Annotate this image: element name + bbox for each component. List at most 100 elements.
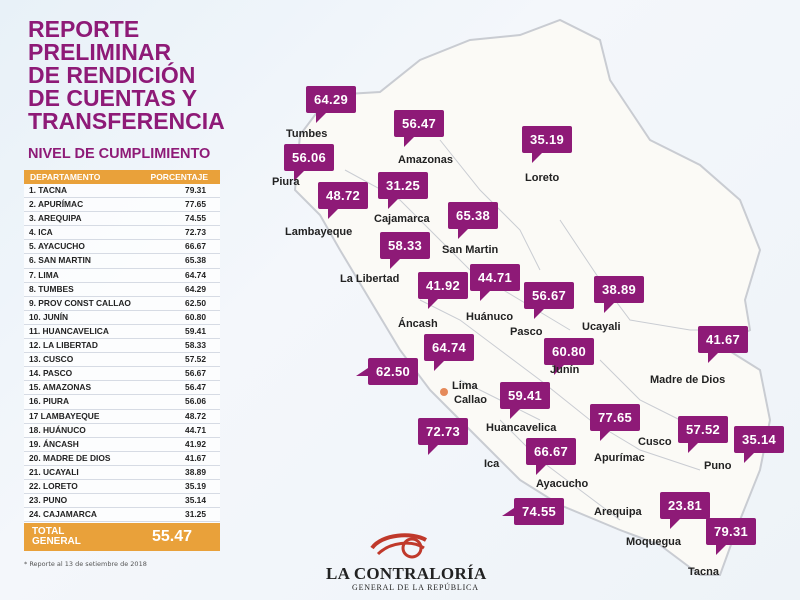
map-region-label: Ayacucho bbox=[536, 478, 589, 490]
map-value-bubble: 56.67 bbox=[524, 282, 575, 319]
row-percentage: 31.25 bbox=[185, 509, 206, 520]
table-row: 21. UCAYALI 38.89 bbox=[24, 465, 220, 480]
callao-marker bbox=[440, 388, 448, 396]
table-row: 15. AMAZONAS 56.47 bbox=[24, 381, 220, 396]
map-region-label: Ica bbox=[484, 458, 500, 470]
map-region-label: Junín bbox=[550, 364, 580, 376]
row-percentage: 62.50 bbox=[185, 297, 206, 308]
map-region-label: Huancavelica bbox=[486, 422, 557, 434]
total-general: TOTAL GENERAL 55.47 bbox=[24, 523, 220, 551]
row-department: 6. SAN MARTIN bbox=[29, 255, 91, 266]
row-percentage: 74.55 bbox=[185, 213, 206, 224]
row-department: 24. CAJAMARCA bbox=[29, 509, 97, 520]
table-row: 18. HUÁNUCO 44.71 bbox=[24, 423, 220, 438]
row-department: 13. CUSCO bbox=[29, 354, 74, 365]
table-row: 2. APURÍMAC 77.65 bbox=[24, 198, 220, 213]
row-percentage: 65.38 bbox=[185, 255, 206, 266]
map-value-bubble: 58.33 bbox=[380, 232, 431, 269]
map-value-bubble: 64.29 bbox=[306, 86, 357, 123]
row-department: 22. LORETO bbox=[29, 480, 78, 491]
table-row: 3. AREQUIPA 74.55 bbox=[24, 212, 220, 227]
table-row: 8. TUMBES 64.29 bbox=[24, 282, 220, 297]
map-value-bubble: 77.65 bbox=[590, 404, 641, 441]
map-region-label: Tumbes bbox=[286, 128, 328, 140]
row-department: 10. JUNÍN bbox=[29, 311, 69, 322]
map-region-label: Loreto bbox=[525, 172, 560, 184]
table-row: 23. PUNO 35.14 bbox=[24, 494, 220, 509]
map-region-label: Huánuco bbox=[466, 311, 514, 323]
map-value-bubble: 59.41 bbox=[500, 382, 551, 419]
map-region-label: Pasco bbox=[510, 326, 543, 338]
row-percentage: 72.73 bbox=[185, 227, 206, 238]
row-department: 9. PROV CONST CALLAO bbox=[29, 297, 131, 308]
map-value-bubble: 35.19 bbox=[522, 126, 573, 163]
row-percentage: 38.89 bbox=[185, 466, 206, 477]
row-percentage: 35.14 bbox=[185, 495, 206, 506]
map-region-label: Moquegua bbox=[626, 536, 681, 548]
row-department: 8. TUMBES bbox=[29, 283, 74, 294]
row-percentage: 60.80 bbox=[185, 311, 206, 322]
map-region-label: Arequipa bbox=[594, 506, 642, 518]
map-value-bubble: 48.72 bbox=[318, 182, 369, 219]
row-department: 12. LA LIBERTAD bbox=[29, 340, 98, 351]
row-department: 16. PIURA bbox=[29, 396, 70, 407]
row-department: 23. PUNO bbox=[29, 495, 68, 506]
table-row: 17 LAMBAYEQUE 48.72 bbox=[24, 409, 220, 424]
row-department: 20. MADRE DE DIOS bbox=[29, 452, 111, 463]
map-value-bubble: 23.81 bbox=[660, 492, 711, 529]
contraloria-logo-icon bbox=[370, 533, 427, 559]
map-value-bubble: 31.25 bbox=[378, 172, 429, 209]
subtitle: NIVEL DE CUMPLIMIENTO bbox=[28, 146, 211, 162]
row-department: 7. LIMA bbox=[29, 269, 59, 280]
map-value-bubble: 62.50 bbox=[355, 358, 419, 385]
table-row: 9. PROV CONST CALLAO 62.50 bbox=[24, 296, 220, 311]
table-row: 1. TACNA 79.31 bbox=[24, 184, 220, 199]
row-department: 1. TACNA bbox=[29, 185, 67, 195]
map-value-bubble: 56.06 bbox=[284, 144, 335, 181]
map-value-bubble: 35.14 bbox=[734, 426, 785, 463]
table-row: 19. ÁNCASH 41.92 bbox=[24, 437, 220, 452]
row-department: 4. ICA bbox=[29, 227, 53, 238]
row-percentage: 59.41 bbox=[185, 325, 206, 336]
map-region-label: Puno bbox=[704, 460, 732, 472]
map-region-label: Piura bbox=[272, 176, 300, 188]
row-department: 11. HUANCAVELICA bbox=[29, 325, 109, 336]
row-percentage: 56.06 bbox=[185, 396, 206, 407]
map-region-label: Apurímac bbox=[594, 452, 645, 464]
logo-subtitle: GENERAL DE LA REPÚBLICA bbox=[352, 583, 479, 592]
map-region-label: San Martin bbox=[442, 244, 499, 256]
table-row: 10. JUNÍN 60.80 bbox=[24, 310, 220, 325]
compliance-table: DEPARTAMENTO PORCENTAJE 1. TACNA 79.31 2. … bbox=[24, 170, 220, 537]
map-region-label: La Libertad bbox=[340, 273, 400, 285]
map-region-label: Lima bbox=[452, 380, 478, 392]
row-percentage: 35.19 bbox=[185, 480, 206, 491]
map-value-bubble: 79.31 bbox=[706, 518, 757, 555]
map-region-label: Lambayeque bbox=[285, 226, 353, 238]
table-row: 5. AYACUCHO 66.67 bbox=[24, 240, 220, 255]
map-value-bubble: 64.74 bbox=[424, 334, 475, 371]
map-region-label: Cajamarca bbox=[374, 213, 430, 225]
map-region-label: Madre de Dios bbox=[650, 374, 726, 386]
map-region-label: Amazonas bbox=[398, 154, 454, 166]
row-percentage: 79.31 bbox=[185, 185, 206, 195]
table-body: 1. TACNA 79.31 2. APURÍMAC 77.65 3. AREQUIPA… bbox=[24, 184, 220, 537]
table-row: 20. MADRE DE DIOS 41.67 bbox=[24, 451, 220, 466]
page-title: REPORTE PRELIMINAR DE RENDICIÓN DE CUENT… bbox=[28, 16, 225, 134]
row-percentage: 66.67 bbox=[185, 241, 206, 252]
table-row: 7. LIMA 64.74 bbox=[24, 268, 220, 283]
map-value-bubble: 74.55 bbox=[501, 498, 565, 525]
map-value-bubble: 60.80 bbox=[544, 338, 595, 375]
row-percentage: 56.47 bbox=[185, 382, 206, 393]
logo-name: LA CONTRALORÍA bbox=[326, 564, 487, 583]
table-row: 4. ICA 72.73 bbox=[24, 226, 220, 241]
row-percentage: 64.29 bbox=[185, 283, 206, 294]
map-region-label: Áncash bbox=[398, 318, 438, 330]
map-value-bubble: 72.73 bbox=[418, 418, 469, 455]
map-value-bubble: 56.47 bbox=[394, 110, 445, 147]
row-percentage: 41.92 bbox=[185, 438, 206, 449]
table-row: 11. HUANCAVELICA 59.41 bbox=[24, 324, 220, 340]
row-department: 18. HUÁNUCO bbox=[29, 424, 86, 435]
map-value-bubble: 44.71 bbox=[470, 264, 521, 301]
table-row: 6. SAN MARTIN 65.38 bbox=[24, 254, 220, 269]
total-value: 55.47 bbox=[151, 528, 192, 545]
